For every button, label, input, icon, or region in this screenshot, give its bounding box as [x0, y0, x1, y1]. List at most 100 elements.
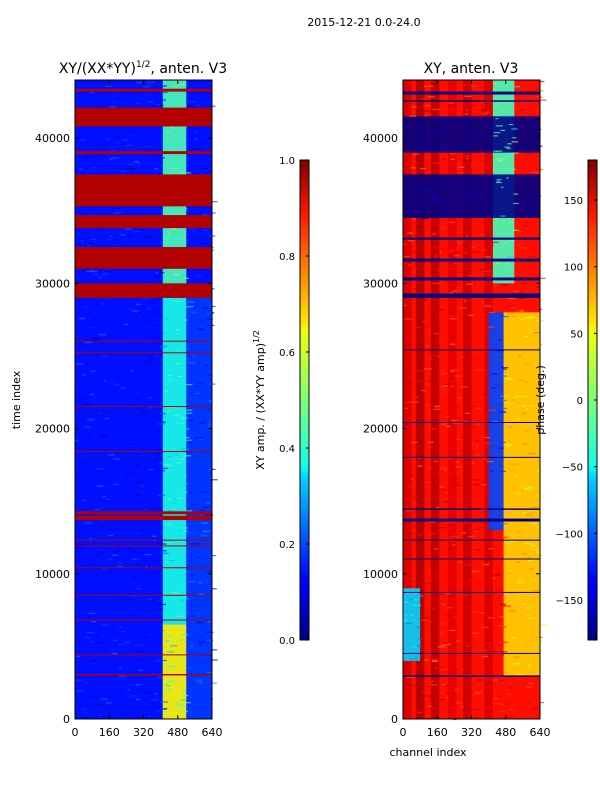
panel2-heat-speckle — [471, 246, 478, 249]
panel2-heat-speckle — [425, 481, 431, 483]
panel2-heat-speckle — [496, 435, 499, 437]
panel2-heat-speckle — [479, 522, 488, 524]
panel1-heat-speckle — [152, 459, 161, 461]
panel2-heat-speckle — [507, 143, 512, 145]
panel2-heat-speckle — [456, 196, 464, 199]
panel1-heat-speckle — [107, 163, 115, 166]
panel1-heat-speckle — [181, 416, 184, 419]
panel2-heat-speckle — [457, 251, 462, 253]
panel1-heat-speckle — [172, 574, 178, 576]
panel2-heat-speckle — [431, 659, 438, 661]
panel2-heat-speckle — [520, 247, 528, 249]
panel2-heat-speckle — [473, 717, 479, 720]
panel1-heat-speckle — [151, 311, 158, 314]
panel2-heat-speckle — [445, 229, 453, 231]
panel2-heat-speckle — [507, 693, 511, 696]
panel1-heat-speckle — [85, 156, 93, 158]
panel1-heat-speckle — [96, 485, 104, 487]
panel1-heat-speckle — [108, 558, 112, 561]
panel2-heat-speckle — [519, 231, 523, 233]
panel2-heat-speckle — [404, 318, 413, 320]
panel1-heat-speckle — [173, 273, 179, 276]
panel2-heat-speckle — [450, 419, 457, 422]
panel2-heat-speckle — [444, 207, 451, 209]
panel2-heat-speckle — [472, 570, 480, 572]
panel1-heat-speckle — [206, 407, 212, 410]
panel1-heat-speckle — [141, 482, 146, 484]
panel1-heat-region — [162, 297, 187, 719]
panel1-heat-speckle — [209, 479, 218, 481]
panel1-heat-speckle — [142, 509, 150, 511]
panel2-heat-speckle — [424, 659, 430, 661]
panel2-heat-speckle — [441, 386, 445, 388]
panel1-heat-speckle — [125, 167, 130, 169]
panel1-heat-speckle — [183, 634, 188, 636]
panel2-heat-speckle — [527, 559, 534, 562]
panel2-heat-speckle — [446, 536, 453, 539]
panel2-heat-speckle — [440, 138, 446, 140]
panel2-heat-speckle — [432, 354, 439, 356]
panel2-heat-speckle — [534, 308, 543, 310]
panel2-heat-speckle — [423, 630, 428, 633]
panel1-heat-speckle — [173, 477, 177, 479]
panel1-heat-speckle — [97, 714, 102, 716]
panel2-heat-speckle — [518, 695, 521, 697]
panel1-heat-speckle — [144, 553, 152, 556]
panel1-heat-speckle — [114, 242, 120, 244]
panel2-heat-speckle — [442, 642, 448, 644]
panel2-heat-speckle — [487, 617, 496, 619]
panel1-heat-speckle — [98, 145, 107, 147]
panel1-heat-speckle — [101, 155, 106, 157]
panel1-heat-speckle — [90, 397, 97, 399]
panel2-heat-speckle — [443, 643, 451, 646]
panel1-heat-speckle — [138, 669, 143, 671]
panel1-heat-speckle — [154, 346, 157, 348]
panel2-heat-speckle — [463, 420, 469, 423]
panel1-heat-speckle — [208, 698, 213, 700]
panel2-heat-speckle — [435, 391, 439, 393]
panel2-heat-speckle — [466, 157, 469, 159]
panel2-heat-speckle — [477, 419, 480, 422]
panel2-heat-speckle — [457, 397, 462, 399]
panel2-heat-speckle — [424, 326, 428, 328]
panel1-heat-speckle — [125, 548, 131, 550]
panel1-heat-speckle — [110, 101, 118, 103]
panel2-ytick-label: 20000 — [363, 423, 398, 436]
panel1-heat-speckle — [207, 374, 212, 376]
panel2-heat-speckle — [413, 369, 418, 371]
panel1-heat-speckle — [84, 341, 93, 344]
panel1-heat-speckle — [147, 308, 151, 310]
panel2-heat-speckle — [441, 684, 447, 686]
panel1-heat-speckle — [167, 410, 172, 412]
panel1-heat-speckle — [136, 651, 143, 653]
panel2-heat-stripe — [415, 80, 425, 719]
panel1-heat-speckle — [75, 439, 79, 441]
panel1-heat-speckle — [102, 568, 107, 570]
panel1-heat-speckle — [112, 212, 120, 214]
panel2-heat-speckle — [509, 168, 516, 171]
panel1-heat-speckle — [126, 144, 134, 146]
panel2-heat-speckle — [441, 247, 445, 249]
panel1-heat-speckle — [109, 334, 115, 336]
panel1-heat-speckle — [198, 424, 201, 426]
panel2-heat-speckle — [440, 633, 443, 635]
panel1-heat-speckle — [134, 644, 143, 646]
panel1-heat-speckle — [188, 228, 195, 230]
panel1-heat-speckle — [115, 586, 119, 588]
panel2-heat-speckle — [466, 642, 474, 645]
panel1-heat-speckle — [198, 593, 204, 595]
panel1-heat-speckle — [139, 659, 146, 661]
panel2-heat-speckle — [439, 489, 448, 491]
panel2-heat-speckle — [409, 658, 418, 660]
panel2-heat-speckle — [501, 714, 508, 717]
panel2-heat-speckle — [506, 115, 514, 117]
panel1-heat-speckle — [196, 300, 200, 302]
panel1-heat-speckle — [80, 214, 83, 216]
panel1-heat-speckle — [170, 282, 174, 284]
panel2-heat-speckle — [404, 304, 407, 307]
panel2-heat-speckle — [508, 687, 513, 689]
panel2-heat-speckle — [416, 645, 422, 647]
panel1-heat-speckle — [154, 693, 158, 695]
panel2-heat-speckle — [471, 611, 480, 613]
panel2-heat-speckle — [510, 307, 518, 309]
